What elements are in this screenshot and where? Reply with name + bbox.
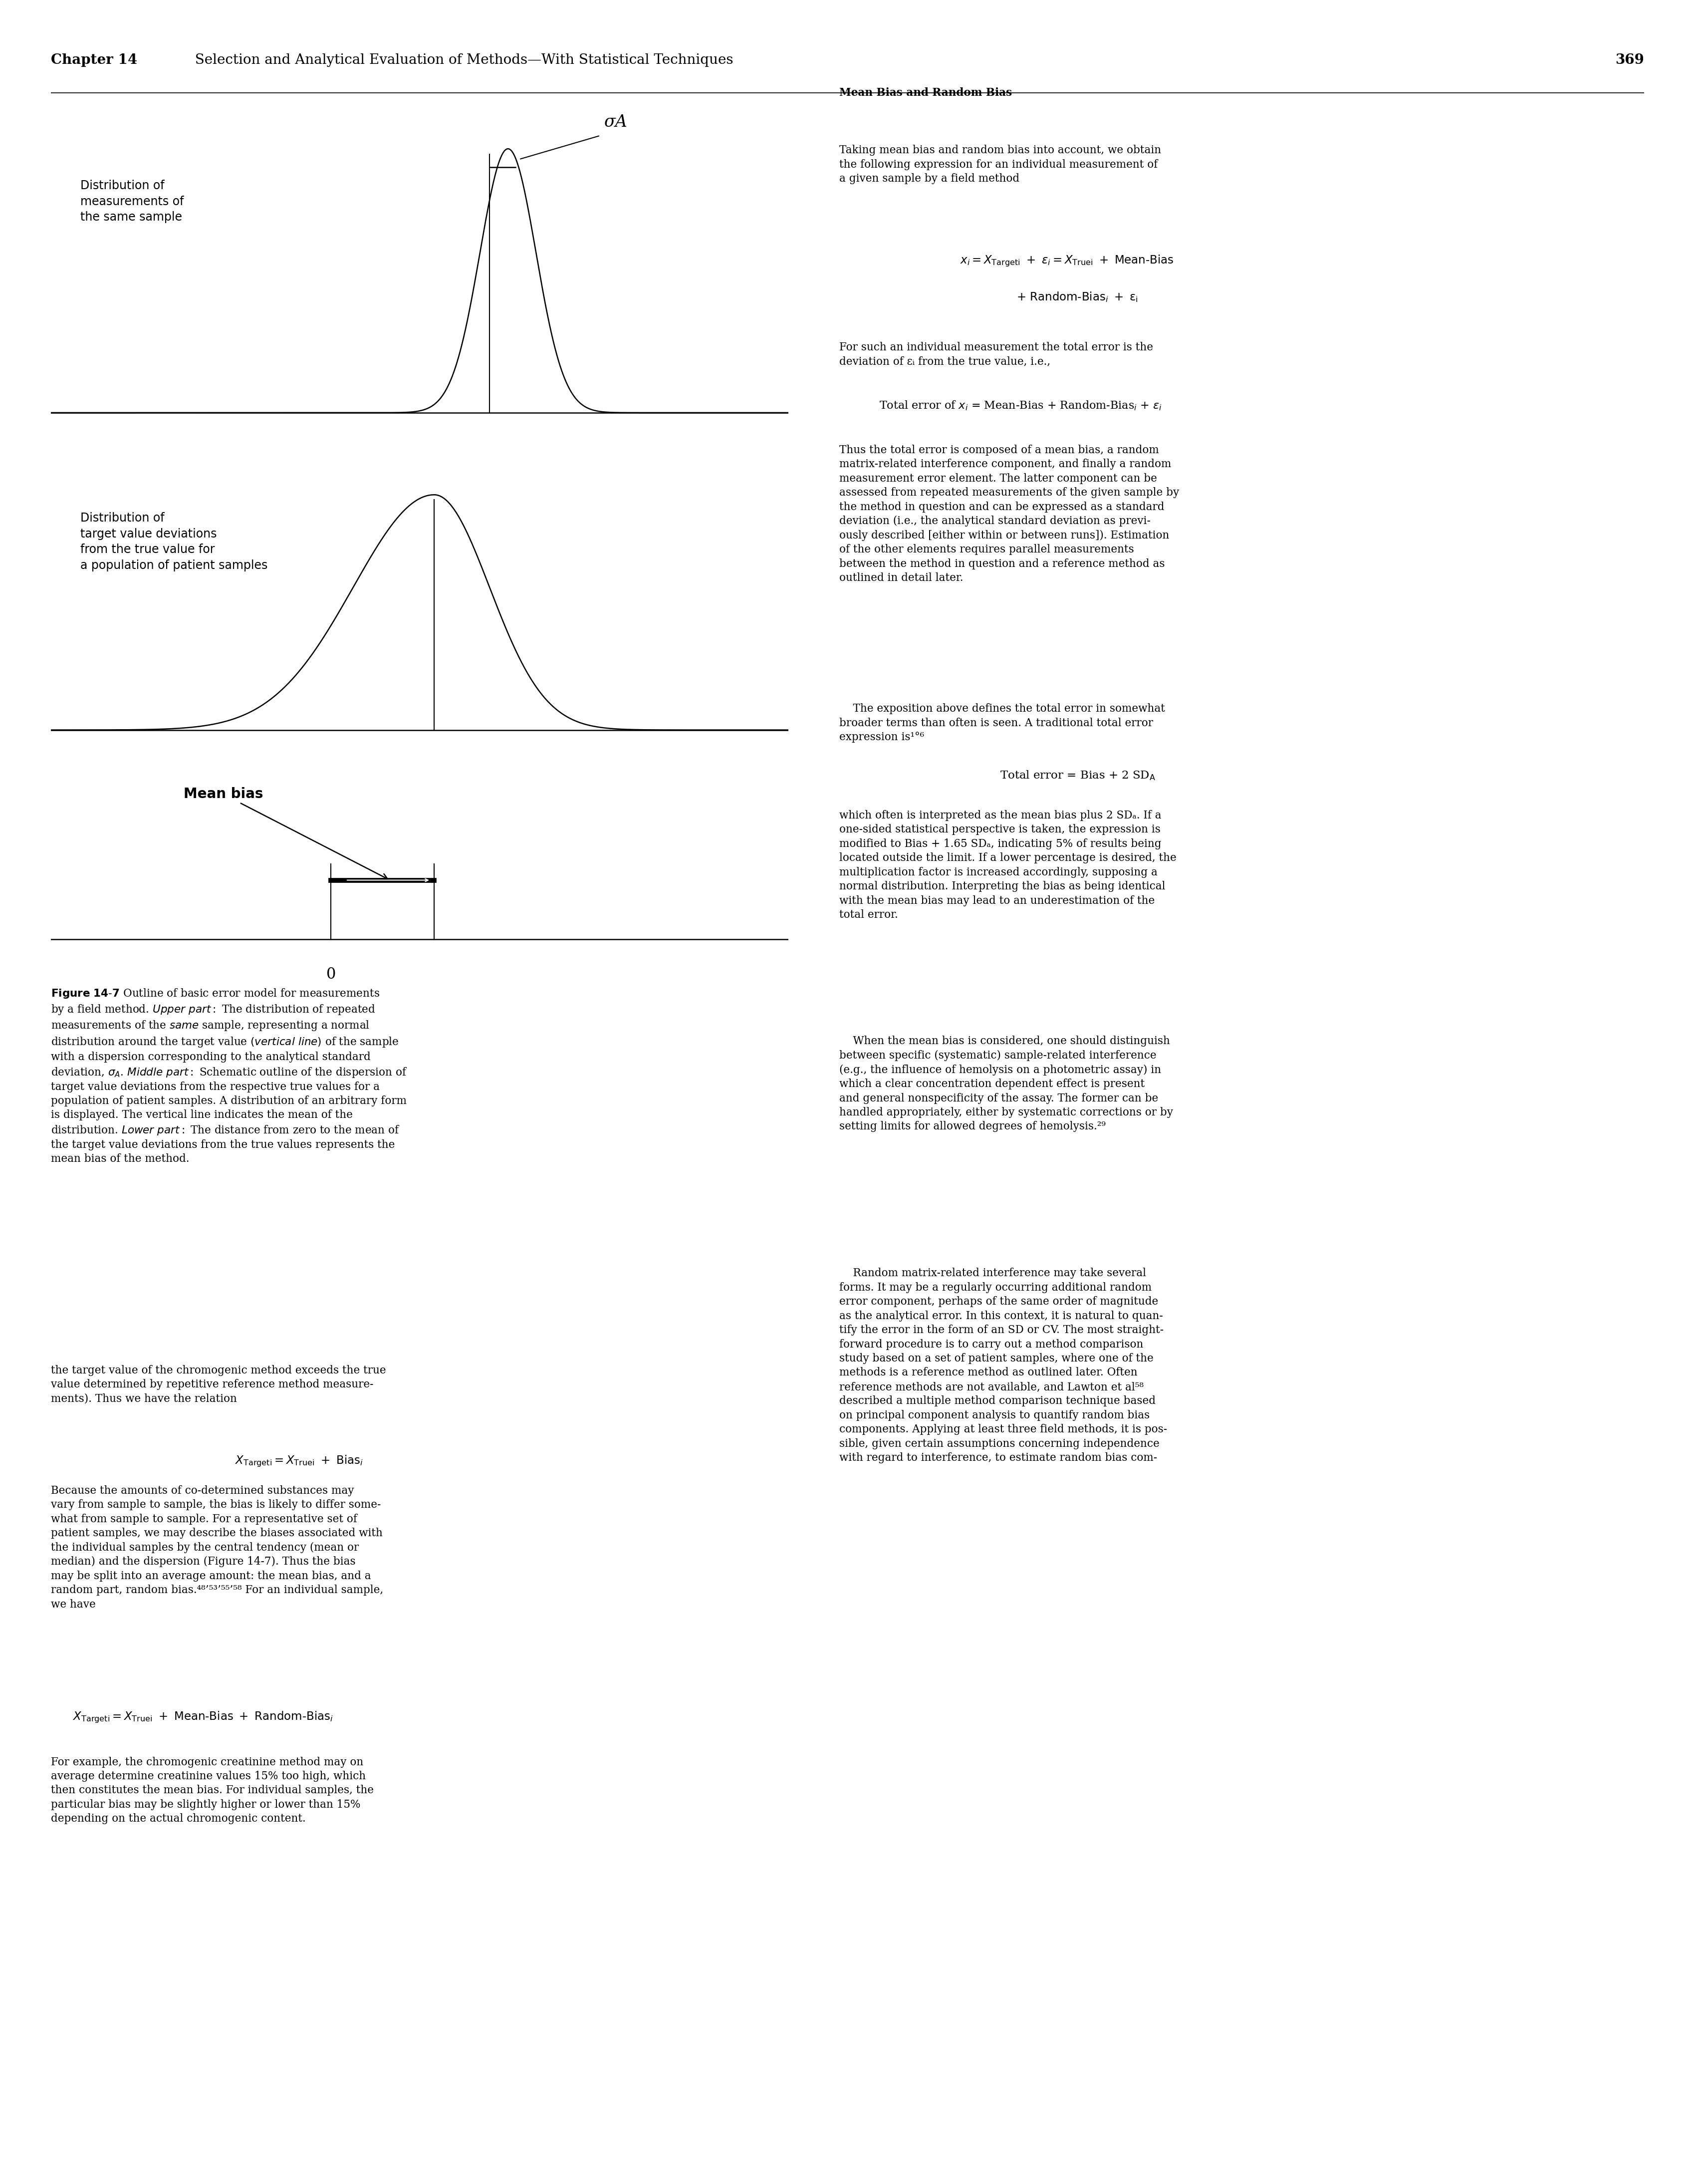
- Text: Mean bias: Mean bias: [183, 786, 388, 878]
- Text: $+\ \rm Random\text{-}Bias_{\it i}\ +\ \varepsilon_i$: $+\ \rm Random\text{-}Bias_{\it i}\ +\ \…: [1017, 290, 1137, 304]
- Text: Taking mean bias and random bias into account, we obtain
the following expressio: Taking mean bias and random bias into ac…: [839, 144, 1161, 183]
- Text: Mean Bias and Random Bias: Mean Bias and Random Bias: [839, 87, 1012, 98]
- Text: $x_i = X_{\rm Targeti}\ +\ \varepsilon_i = X_{\rm Truei}$$\ +\ \rm Mean\text{-}B: $x_i = X_{\rm Targeti}\ +\ \varepsilon_i…: [959, 253, 1173, 269]
- Text: 0: 0: [325, 968, 336, 983]
- Text: $X_{\rm Targeti} = X_{\rm Truei}\ +\ \rm Mean\text{-}Bias\ +\ Random\text{-}Bias: $X_{\rm Targeti} = X_{\rm Truei}\ +\ \rm…: [73, 1710, 334, 1723]
- Text: Selection and Analytical Evaluation of Methods—With Statistical Techniques: Selection and Analytical Evaluation of M…: [186, 52, 734, 68]
- Text: Distribution of
target value deviations
from the true value for
a population of : Distribution of target value deviations …: [80, 513, 268, 572]
- Text: which often is interpreted as the mean bias plus 2 SDₐ. If a
one-sided statistic: which often is interpreted as the mean b…: [839, 810, 1176, 919]
- Text: Total error = Bias + 2 SD$_{\rm A}$: Total error = Bias + 2 SD$_{\rm A}$: [1000, 769, 1156, 782]
- Text: $\mathbf{Figure\ 14\text{-}7}$ Outline of basic error model for measurements
by : $\mathbf{Figure\ 14\text{-}7}$ Outline o…: [51, 987, 407, 1164]
- Text: 369: 369: [1615, 52, 1644, 68]
- Text: the target value of the chromogenic method exceeds the true
value determined by : the target value of the chromogenic meth…: [51, 1365, 386, 1404]
- Text: Distribution of
measurements of
the same sample: Distribution of measurements of the same…: [80, 179, 183, 223]
- Text: The exposition above defines the total error in somewhat
broader terms than ofte: The exposition above defines the total e…: [839, 703, 1164, 743]
- Text: σA: σA: [603, 114, 627, 131]
- Text: $X_{\rm Targeti} = X_{\rm Truei}\ +\ \rm Bias_{\it i}$: $X_{\rm Targeti} = X_{\rm Truei}\ +\ \rm…: [236, 1455, 363, 1468]
- Text: Because the amounts of co-determined substances may
vary from sample to sample, : Because the amounts of co-determined sub…: [51, 1485, 383, 1610]
- Text: For example, the chromogenic creatinine method may on
average determine creatini: For example, the chromogenic creatinine …: [51, 1756, 373, 1824]
- Text: Total error of $x_i$ = Mean-Bias + Random-Bias$_i$ + $\varepsilon_i$: Total error of $x_i$ = Mean-Bias + Rando…: [880, 400, 1163, 413]
- Text: Chapter 14: Chapter 14: [51, 52, 137, 68]
- Text: Thus the total error is composed of a mean bias, a random
matrix-related interfe: Thus the total error is composed of a me…: [839, 446, 1180, 583]
- Text: For such an individual measurement the total error is the
deviation of εᵢ from t: For such an individual measurement the t…: [839, 343, 1153, 367]
- Text: When the mean bias is considered, one should distinguish
between specific (syste: When the mean bias is considered, one sh…: [839, 1035, 1173, 1131]
- Text: Random matrix-related interference may take several
forms. It may be a regularly: Random matrix-related interference may t…: [839, 1267, 1166, 1463]
